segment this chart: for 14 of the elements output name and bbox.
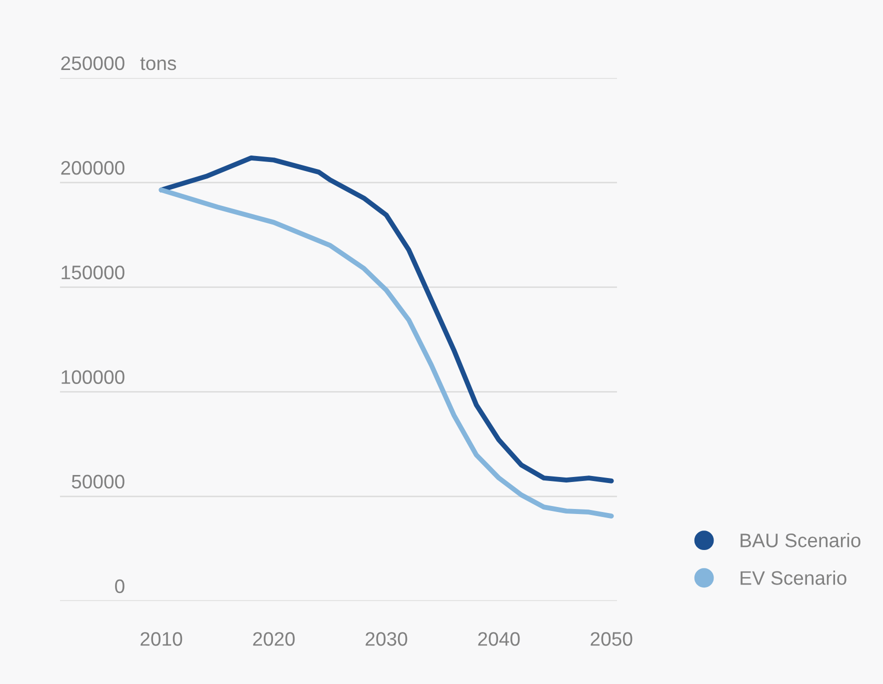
x-tick-label: 2050: [590, 632, 632, 646]
legend-label: EV Scenario: [740, 570, 846, 585]
x-tick-label: 2040: [478, 632, 520, 646]
y-tick-label: 0: [115, 579, 124, 594]
x-tick-label: 2030: [366, 632, 408, 646]
y-tick-label: 50000: [72, 474, 124, 489]
y-tick-label: 200000: [61, 160, 124, 175]
x-tick-label: 2010: [140, 632, 182, 646]
x-tick-label: 2020: [253, 632, 295, 646]
legend-label: BAU Scenario: [740, 533, 860, 548]
y-tick-label: 250000: [61, 56, 124, 70]
y-tick-label: 150000: [62, 266, 124, 280]
y-tick-label: 100000: [62, 370, 124, 384]
y-axis-title: tons: [140, 57, 176, 70]
